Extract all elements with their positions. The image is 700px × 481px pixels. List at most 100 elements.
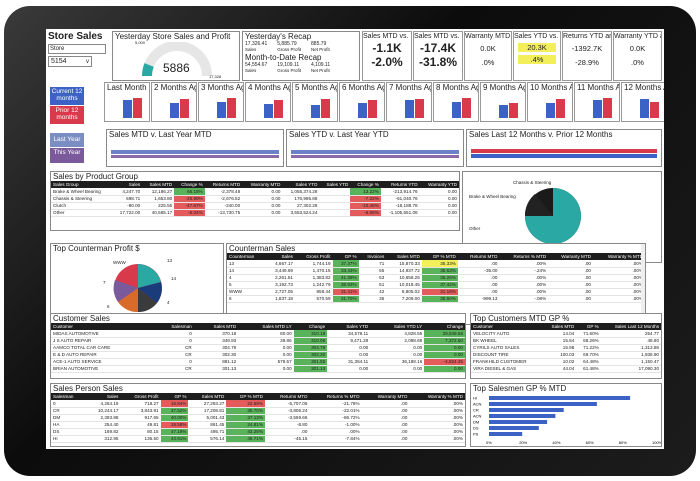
customer-title: Customer Sales — [53, 314, 110, 323]
month-chart-title: 6 Months Ago — [342, 83, 384, 92]
bar-prior — [133, 98, 142, 118]
column-header[interactable]: Sales MTD — [142, 181, 175, 188]
table-row[interactable]: BRIAN AUTOMOTIVE CR 301.13 0.00 301.13 0.00 0.… — [51, 365, 465, 373]
table-row[interactable]: DISCOUNT TIRE 100.03 69.70% 1,936.90 — [471, 351, 661, 359]
table-row[interactable]: MIDAS AUTOMOTIVE 0 370.18 80.00 310.18 34,578… — [51, 330, 465, 338]
column-header[interactable]: Salesman — [51, 393, 86, 400]
legend-this-year[interactable]: This Year — [50, 148, 84, 163]
table-row[interactable]: HI 312.95 136.50 43.61% 576.14 45.71% -45.15 -7… — [51, 435, 465, 443]
column-header[interactable]: Sales — [85, 393, 121, 400]
table-row[interactable]: Brake & Wheel Bearing 4,247.70 12,186.27 65… — [51, 188, 459, 196]
table-row[interactable]: AAMCO TOTAL CAR CARE CR 304.79 0.00 304.79 0.… — [51, 344, 465, 352]
column-header[interactable]: Customer — [471, 323, 543, 330]
table-row[interactable]: J S AUTO REPAIR 0 349.93 39.86 310.06 9,471.2… — [51, 337, 465, 345]
month-chart-title: Last Month — [107, 83, 147, 92]
legend-current[interactable]: Current 12 months — [50, 87, 84, 105]
table-row[interactable]: DS 169.82 80.15 47.19% 495.71 43.28% .00.00% .0… — [51, 428, 465, 436]
column-header[interactable]: Salesman — [153, 323, 194, 330]
month-chart-title: 4 Months Ago — [248, 83, 290, 92]
table-row[interactable]: HA 254.40 49.81 19.58% 861.45 24.81% -8.80 -1.0… — [51, 421, 465, 429]
column-header[interactable]: Warranty % MTD — [592, 253, 645, 260]
column-header[interactable]: Returns MTD — [204, 181, 243, 188]
column-header[interactable]: Sales YTD — [327, 323, 371, 330]
table-row[interactable]: Clutch -80.00 225.55 -47.67% -240.00 0.00 27,3… — [51, 202, 459, 210]
column-header[interactable]: Sales YTD — [282, 181, 320, 188]
column-header[interactable]: Sales YTD — [319, 181, 351, 188]
column-header[interactable]: Returns YTD — [380, 181, 420, 188]
table-row[interactable]: 0 4,264.19 718.27 16.84% 27,293.27 22.69% -5,7… — [51, 400, 465, 408]
legend-prior[interactable]: Prior 12 months — [50, 106, 84, 124]
column-header[interactable]: Sales Group — [51, 181, 113, 188]
table-cell: -10.46% — [350, 202, 381, 210]
column-header[interactable]: Returns % MTD — [499, 253, 549, 260]
table-cell — [319, 202, 351, 210]
table-cell: 0.00 — [238, 344, 294, 352]
table-row[interactable]: 6 1,837.18 570.59 31.70% 35 7,209.00 35.60% -99… — [227, 295, 645, 303]
kpi-title: Sales MTD vs. Last Year MTD — [414, 33, 462, 40]
table-row[interactable]: Other 17,722.00 40,565.17 -5.04% -13,730.75 0… — [51, 209, 459, 217]
column-header[interactable]: GP % MTD — [421, 253, 458, 260]
month-chart: 8 Months Ago — [433, 82, 479, 122]
table-cell: 24.81% — [226, 421, 265, 429]
table-row[interactable]: VIRA DIESEL & GAS 44.04 61.48% 17,090.30 — [471, 365, 661, 373]
column-header[interactable]: Warranty MTD — [242, 181, 283, 188]
table-row[interactable]: ACE-1 AUTO SERVICE 0 881.12 579.57 301.55 31,… — [51, 358, 465, 366]
column-header[interactable]: Warranty % MTD — [409, 393, 465, 400]
column-header[interactable]: Sales Last 12 Months — [600, 323, 661, 330]
table-cell: .00 — [548, 281, 593, 289]
column-header[interactable]: Change — [424, 323, 465, 330]
bar-current — [593, 100, 602, 118]
column-header[interactable]: Sales MTD LY — [238, 323, 294, 330]
pie-label-chassis: Chassis & Steering — [513, 180, 552, 185]
column-header[interactable]: Counterman — [227, 253, 266, 260]
column-header[interactable]: Sales MTD — [386, 253, 422, 260]
column-header[interactable]: Sales YTD LY — [370, 323, 425, 330]
column-header[interactable]: Warranty MTD — [361, 393, 410, 400]
table-row[interactable]: VELOCITY AUTO 14.04 71.60% 254.77 — [471, 330, 661, 338]
column-header[interactable]: Gross Profit — [294, 253, 333, 260]
table-row[interactable]: E & D AUTO REPAIR CR 302.30 0.00 302.30 0.00 0… — [51, 351, 465, 359]
salesperson-panel: Sales Person Sales Salesman Sales Gross Pr… — [50, 383, 466, 447]
scrollbar[interactable] — [641, 244, 645, 324]
table-row[interactable]: CR 10,244.17 3,843.91 37.52% 17,208.81 35.70%… — [51, 407, 465, 415]
column-header[interactable]: Warranty MTD — [548, 253, 593, 260]
column-header[interactable]: Sales — [265, 253, 295, 260]
column-header[interactable]: GP % — [576, 323, 601, 330]
column-header[interactable]: GP % — [332, 253, 359, 260]
column-header[interactable]: Gross Profit — [120, 393, 161, 400]
column-header[interactable]: GP % — [160, 393, 189, 400]
counterman-table-title: Counterman Sales — [229, 244, 296, 253]
table-row[interactable]: CYRILS AUTO SALES 15.98 71.22% 1,313.88 — [471, 344, 661, 352]
column-header[interactable]: Sales MTD — [188, 393, 227, 400]
column-header[interactable]: Sales MTD — [542, 323, 577, 330]
table-row[interactable]: FRANKHILD CUSTOMER 10.02 64.48% 1,150.47 — [471, 358, 661, 366]
table-row[interactable]: DM 2,393.88 917.65 40.00% 5,001.43 37.13% -3,5… — [51, 414, 465, 422]
table-row[interactable]: BK WHEEL 15.84 68.26% 48.80 — [471, 337, 661, 345]
table-cell: 39.86 — [238, 337, 294, 345]
store-select[interactable]: 5154 v — [48, 56, 92, 67]
column-header[interactable]: Change % — [350, 181, 381, 188]
table-row[interactable]: 13 4,667.17 1,744.19 37.37% 71 15,870.33 35.33… — [227, 260, 645, 268]
column-header[interactable]: Returns % MTD — [309, 393, 362, 400]
column-header[interactable]: GP % MTD — [226, 393, 265, 400]
table-row[interactable]: 14 3,449.69 1,470.15 33.43% 55 14,937.72 35.63… — [227, 267, 645, 275]
column-header[interactable]: Sales MTD — [193, 323, 239, 330]
table-cell: 9,471.28 — [327, 337, 371, 345]
trend-title: Sales MTD v. Last Year MTD — [109, 130, 212, 139]
table-row[interactable]: 5 3,192.73 1,242.79 38.93% 51 10,018.45 37.42%… — [227, 281, 645, 289]
column-header[interactable]: Change — [293, 323, 328, 330]
column-header[interactable]: Returns MTD — [457, 253, 500, 260]
table-row[interactable]: Chassis & Steering 598.71 1,653.80 -25.90% -… — [51, 195, 459, 203]
month-chart: Last Month — [104, 82, 150, 122]
column-header[interactable]: Sales — [112, 181, 143, 188]
column-header[interactable]: Customer — [51, 323, 154, 330]
table-row[interactable]: 4 2,261.51 1,383.82 41.39% 53 10,658.25 35.26%… — [227, 274, 645, 282]
column-header[interactable]: Returns MTD — [264, 393, 310, 400]
column-header[interactable]: Warranty YTD — [419, 181, 459, 188]
bar-current — [640, 99, 649, 118]
column-header[interactable]: Change % — [174, 181, 205, 188]
bar-current — [123, 100, 132, 118]
legend-last-year[interactable]: Last Year — [50, 133, 84, 147]
column-header[interactable]: Invoices — [358, 253, 387, 260]
table-row[interactable]: WWW 2,727.05 858.44 31.41% 42 8,805.02 31.16%.… — [227, 288, 645, 296]
